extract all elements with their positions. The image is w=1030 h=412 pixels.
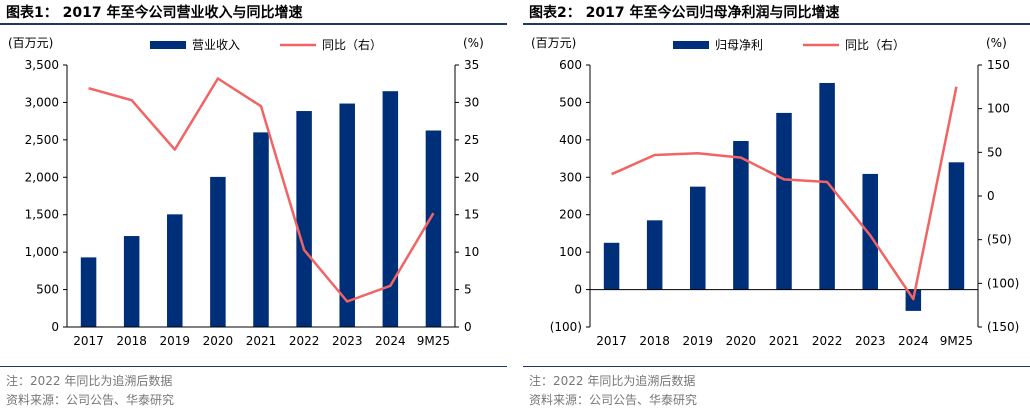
right-tick-label: (150) <box>987 320 1019 334</box>
legend-line-label: 同比（右） <box>845 37 905 52</box>
left-tick-label: 400 <box>559 133 582 147</box>
right-axis-unit: (%) <box>463 36 484 50</box>
right-tick-label: 50 <box>987 145 1002 159</box>
net-profit-chart: (百万元) (%)归母净利 同比（右）(100)010020030040050060… <box>531 36 1019 348</box>
chart-source: 资料来源：公司公告、华泰研究 <box>529 393 698 407</box>
legend-bar-label: 归母净利 <box>715 38 763 52</box>
chart-note: 注：2022 年同比为追溯后数据 <box>6 374 173 388</box>
x-tick-label: 2024 <box>898 334 929 348</box>
right-tick-label: 0 <box>987 189 995 203</box>
right-tick-label: 30 <box>464 95 479 109</box>
left-tick-label: 2,500 <box>25 133 59 147</box>
x-tick-label: 2023 <box>855 334 886 348</box>
x-tick-label: 2023 <box>332 334 363 348</box>
footer-rule <box>523 366 1030 367</box>
left-tick-label: 1,500 <box>25 208 59 222</box>
left-tick-label: 600 <box>559 58 582 72</box>
bar <box>253 132 269 327</box>
left-tick-label: 100 <box>559 245 582 259</box>
x-tick-label: 2020 <box>203 334 234 348</box>
x-tick-label: 9M25 <box>940 334 973 348</box>
right-tick-label: 15 <box>464 208 479 222</box>
bar <box>210 176 226 327</box>
legend-line-label: 同比（右） <box>322 37 382 52</box>
right-tick-label: 20 <box>464 170 479 184</box>
bar <box>646 220 663 290</box>
left-tick-label: 3,500 <box>25 58 59 72</box>
x-tick-label: 2021 <box>769 334 800 348</box>
bar <box>733 140 749 290</box>
footer-rule <box>0 366 507 367</box>
left-tick-label: 0 <box>51 320 59 334</box>
left-tick-label: 1,000 <box>25 245 59 259</box>
left-tick-label: 0 <box>574 283 582 297</box>
bar <box>819 82 835 290</box>
x-tick-label: 2018 <box>639 334 670 348</box>
legend-bar-swatch <box>673 41 709 49</box>
chart-source: 资料来源：公司公告、华泰研究 <box>6 393 175 407</box>
right-tick-label: (50) <box>987 233 1012 247</box>
left-tick-label: 2,000 <box>25 170 59 184</box>
bar <box>123 236 140 327</box>
x-tick-label: 2019 <box>160 334 191 348</box>
chart-note: 注：2022 年同比为追溯后数据 <box>529 374 696 388</box>
x-tick-label: 2020 <box>726 334 757 348</box>
left-tick-label: 500 <box>559 95 582 109</box>
revenue-chart: (百万元) (%) 营业收入 同比（右） 0 500 1,000 1,500 2,000 2,50… <box>8 36 484 348</box>
x-tick-label: 2024 <box>375 334 406 348</box>
chart-title: 图表1： 2017 年至今公司营业收入与同比增速 <box>6 5 303 21</box>
bar <box>339 103 355 328</box>
x-tick-label: 2017 <box>73 334 104 348</box>
legend-bar-label: 营业收入 <box>192 38 240 52</box>
chart-panel-net-profit: 图表2： 2017 年至今公司归母净利润与同比增速 (百万元) (%) 归母净利 同比… <box>523 0 1030 412</box>
right-tick-label: 35 <box>464 58 479 72</box>
bar <box>862 173 878 290</box>
left-axis-unit: (百万元) <box>531 36 576 50</box>
bar <box>80 257 97 327</box>
bar <box>425 130 442 327</box>
yoy-line <box>88 77 435 303</box>
x-tick-label: 2021 <box>246 334 277 348</box>
bar <box>948 162 965 290</box>
left-tick-label: 500 <box>36 283 59 297</box>
bar <box>382 91 399 327</box>
left-tick-label: (100) <box>550 320 582 334</box>
left-tick-label: 3,000 <box>25 95 59 109</box>
x-tick-label: 2022 <box>812 334 843 348</box>
chart-title: 图表2： 2017 年至今公司归母净利润与同比增速 <box>529 5 840 21</box>
bar <box>776 112 792 290</box>
bar <box>296 111 312 327</box>
right-tick-label: (100) <box>987 276 1019 290</box>
x-tick-label: 2019 <box>683 334 714 348</box>
left-axis-unit: (百万元) <box>8 36 53 50</box>
right-tick-label: 150 <box>987 58 1010 72</box>
right-axis-unit: (%) <box>986 36 1007 50</box>
x-tick-label: 2022 <box>289 334 320 348</box>
x-tick-label: 9M25 <box>417 334 450 348</box>
right-tick-label: 100 <box>987 102 1010 116</box>
bar <box>690 186 706 290</box>
title-rule <box>0 23 507 25</box>
bar <box>167 214 183 327</box>
x-tick-label: 2017 <box>596 334 627 348</box>
bar <box>603 242 620 290</box>
legend-bar-swatch <box>150 41 186 49</box>
chart-panel-revenue: 图表1： 2017 年至今公司营业收入与同比增速 (百万元) (%) 营业收入 同比（… <box>0 0 507 412</box>
x-tick-label: 2018 <box>116 334 147 348</box>
title-rule <box>523 23 1030 25</box>
right-tick-label: 5 <box>464 283 472 297</box>
left-tick-label: 200 <box>559 208 582 222</box>
right-tick-label: 0 <box>464 320 472 334</box>
left-tick-label: 300 <box>559 170 582 184</box>
right-tick-label: 25 <box>464 133 479 147</box>
right-tick-label: 10 <box>464 245 479 259</box>
